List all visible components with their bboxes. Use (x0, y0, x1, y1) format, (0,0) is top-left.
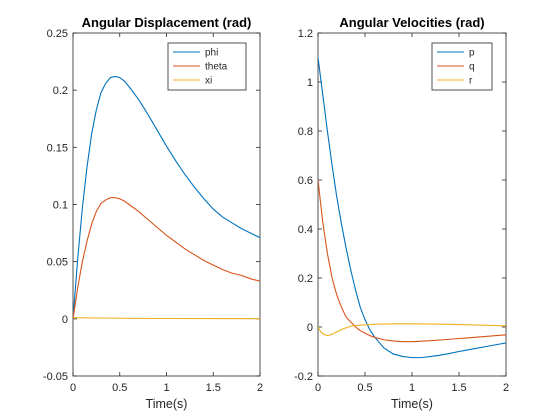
x-tick-label: 0.5 (112, 382, 127, 394)
x-axis-label: Time(s) (146, 397, 188, 411)
y-tick-label: 0.05 (47, 257, 68, 269)
legend-label-phi: phi (205, 48, 218, 59)
series-line-phi (73, 76, 260, 318)
series-line-theta (73, 198, 260, 319)
y-tick-label: 0.6 (298, 175, 313, 187)
series-line-q (318, 180, 506, 342)
chart-title: Angular Velocities (rad) (339, 15, 484, 30)
y-tick-label: 0 (307, 322, 313, 334)
x-tick-label: 0.5 (357, 382, 372, 394)
legend-label-theta: theta (205, 62, 228, 73)
y-tick-label: 0.1 (53, 200, 68, 212)
x-tick-label: 1.5 (451, 382, 466, 394)
y-tick-label: 1 (307, 77, 313, 89)
y-tick-label: -0.2 (294, 371, 313, 383)
x-tick-label: 2 (503, 382, 509, 394)
x-axis-label: Time(s) (391, 397, 433, 411)
series-line-r (318, 324, 506, 336)
legend: pqr (432, 43, 492, 90)
x-tick-label: 1 (409, 382, 415, 394)
legend-label-q: q (469, 62, 475, 73)
y-tick-label: 1.2 (298, 28, 313, 40)
y-tick-label: 0.2 (298, 273, 313, 285)
legend: phi theta xi (168, 43, 246, 90)
legend-label-p: p (469, 48, 475, 59)
x-tick-label: 1.5 (206, 382, 221, 394)
angular-displacement-plot: 0 0.5 1 1.5 2-0.0500.050.10.150.20.25Angular… (43, 15, 263, 411)
y-tick-label: 0.15 (47, 142, 68, 154)
y-tick-label: 0.8 (298, 126, 313, 138)
y-tick-label: 0 (62, 314, 68, 326)
x-tick-label: 0 (315, 382, 321, 394)
y-tick-label: 0.25 (47, 28, 68, 40)
legend-label-xi: xi (205, 76, 212, 87)
series-line-p (318, 58, 506, 358)
x-tick-label: 1 (163, 382, 169, 394)
x-tick-label: 0 (70, 382, 76, 394)
y-tick-label: 0.2 (53, 85, 68, 97)
x-tick-label: 2 (257, 382, 263, 394)
y-tick-label: 0.4 (298, 224, 313, 236)
chart-title: Angular Displacement (rad) (82, 15, 252, 30)
y-tick-label: -0.05 (43, 371, 68, 383)
series-line-xi (73, 318, 260, 319)
